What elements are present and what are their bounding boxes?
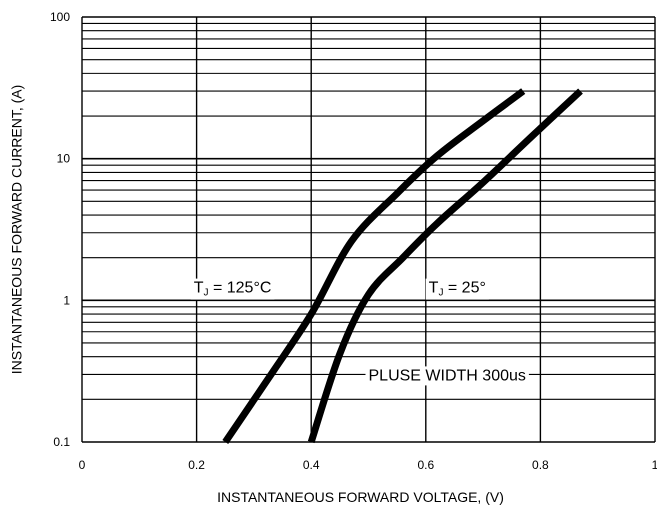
annotation-tj125-text: TJ = 125°C	[194, 280, 272, 299]
series-layer	[222, 88, 583, 444]
tick-labels: 0 0.2 0.4 0.6 0.8 1 0.1 1 10 100	[50, 10, 657, 472]
x-tick-label-1: 0.2	[188, 458, 205, 472]
y-axis-title: INSTANTANEOUS FORWARD CURRENT, (A)	[9, 85, 25, 375]
x-tick-label-4: 0.8	[532, 458, 549, 472]
y-tick-label-0: 0.1	[53, 435, 70, 449]
annotation-tj25: TJ = 25°	[425, 278, 489, 300]
x-tick-label-0: 0	[79, 458, 86, 472]
x-tick-label-2: 0.4	[303, 458, 320, 472]
y-tick-label-2: 10	[57, 152, 71, 166]
annotation-tj25-text: TJ = 25°	[429, 280, 486, 299]
x-tick-label-5: 1	[652, 458, 657, 472]
series-line-0	[222, 88, 526, 444]
x-tick-label-3: 0.6	[417, 458, 434, 472]
grid	[81, 16, 656, 443]
series-line-1	[307, 88, 583, 444]
annotation-tj125: TJ = 125°C	[190, 278, 275, 300]
annotation-pulse: PLUSE WIDTH 300us	[365, 366, 529, 386]
y-tick-label-1: 1	[63, 293, 70, 307]
x-axis-title: INSTANTANEOUS FORWARD VOLTAGE, (V)	[217, 489, 504, 505]
y-tick-label-3: 100	[50, 10, 70, 24]
annotation-pulse-text: PLUSE WIDTH 300us	[369, 367, 526, 384]
